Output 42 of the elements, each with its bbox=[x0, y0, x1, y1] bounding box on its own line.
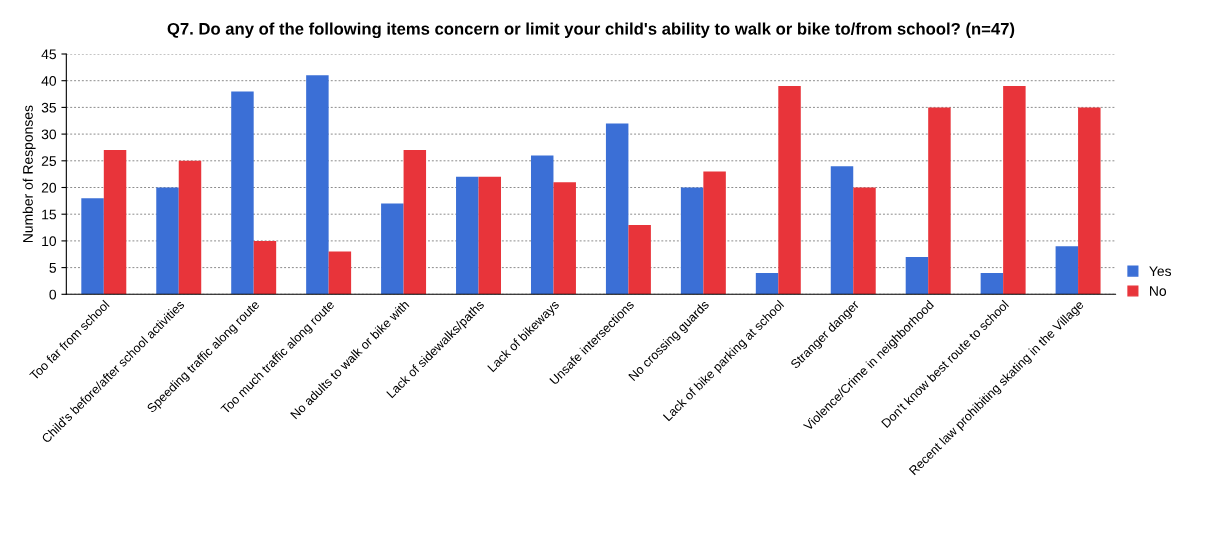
y-tick-label: 20 bbox=[41, 182, 57, 193]
bar bbox=[231, 91, 254, 295]
bar bbox=[530, 155, 554, 295]
bar bbox=[156, 187, 179, 295]
bar bbox=[778, 86, 801, 295]
y-tick-label: 25 bbox=[41, 156, 57, 166]
bar bbox=[628, 224, 651, 295]
bar bbox=[306, 75, 329, 295]
chart-title: Q7. Do any of the following items concern or limit your child's ability to walk or bike to/from school? (n=47) bbox=[167, 22, 1015, 39]
bar bbox=[478, 176, 502, 295]
bar bbox=[1078, 107, 1101, 295]
bar bbox=[381, 203, 404, 295]
y-tick-label: 45 bbox=[41, 49, 57, 60]
bar bbox=[553, 182, 576, 295]
bar bbox=[1003, 86, 1026, 295]
y-tick-label: 30 bbox=[41, 129, 57, 140]
bar bbox=[830, 166, 854, 295]
bar bbox=[605, 123, 629, 295]
bar bbox=[81, 198, 104, 295]
bar bbox=[680, 187, 704, 295]
y-axis-title: Number of Responses bbox=[22, 105, 36, 243]
legend-label: No bbox=[1150, 286, 1167, 296]
bar bbox=[103, 150, 127, 295]
y-tick-label: 0 bbox=[49, 289, 57, 300]
bar bbox=[703, 171, 726, 295]
bar bbox=[178, 160, 202, 295]
y-tick-label: 15 bbox=[42, 209, 57, 220]
bar bbox=[1055, 246, 1079, 295]
bar bbox=[403, 150, 427, 295]
bar bbox=[928, 107, 951, 295]
bar bbox=[253, 240, 277, 295]
bar bbox=[853, 187, 876, 295]
bar bbox=[456, 176, 479, 295]
bar bbox=[755, 272, 779, 295]
bar bbox=[980, 272, 1004, 295]
y-tick-label: 5 bbox=[49, 263, 57, 273]
y-tick-label: 35 bbox=[41, 102, 57, 113]
bar bbox=[328, 251, 352, 295]
bar bbox=[905, 256, 929, 295]
y-tick-label: 40 bbox=[41, 76, 57, 86]
y-tick-label: 10 bbox=[42, 236, 57, 247]
legend-label: Yes bbox=[1149, 266, 1172, 277]
